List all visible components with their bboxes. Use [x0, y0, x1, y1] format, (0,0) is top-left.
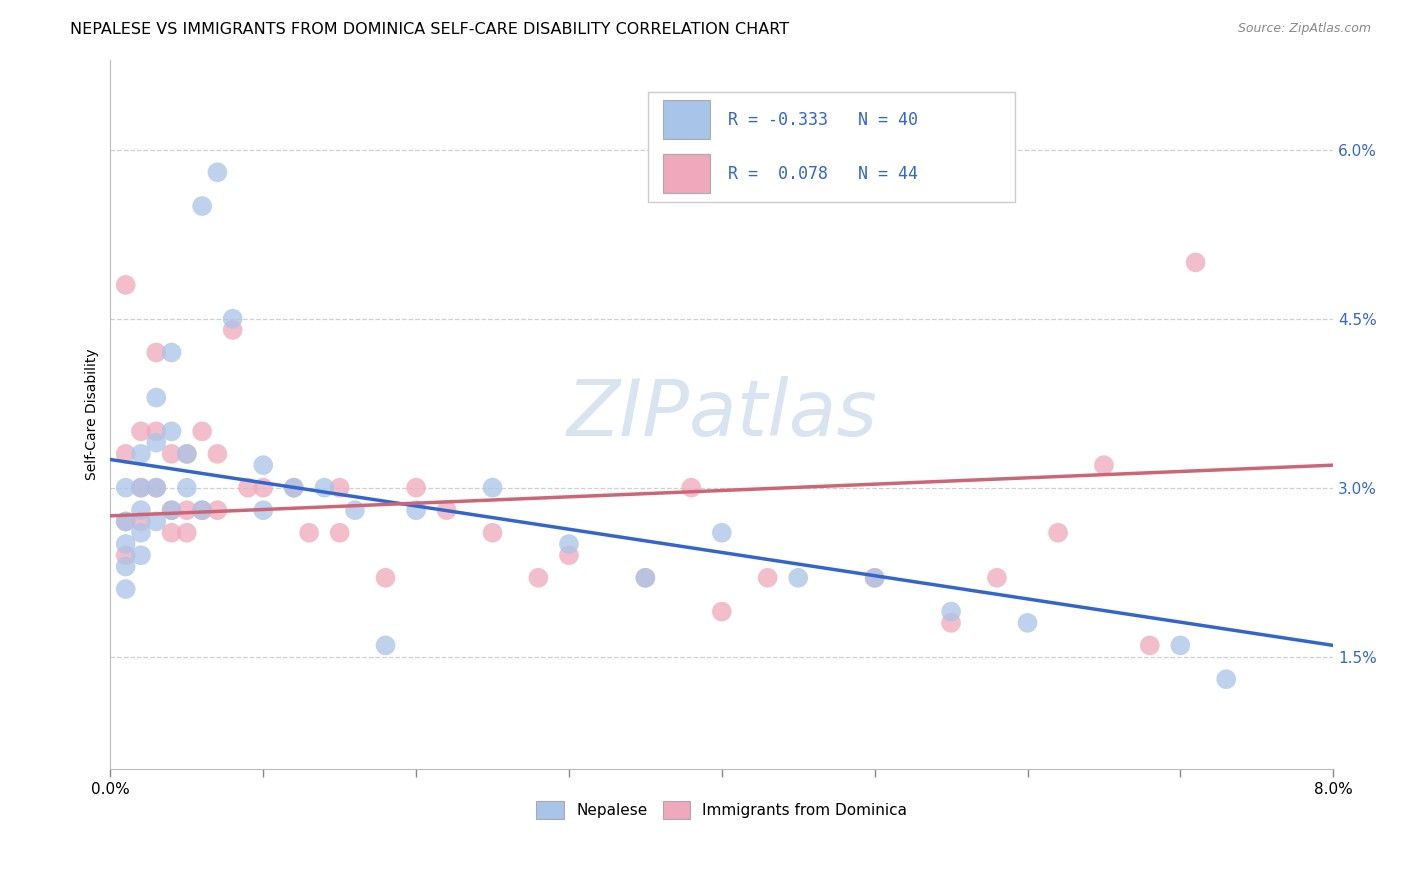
Point: [114, 515, 136, 529]
Point: [176, 447, 198, 461]
Point: [176, 481, 198, 495]
Point: [191, 425, 214, 439]
Point: [114, 447, 136, 461]
Bar: [664, 154, 710, 193]
Point: [298, 525, 321, 540]
Point: [283, 481, 305, 495]
Point: [221, 311, 243, 326]
Point: [145, 345, 167, 359]
Point: [558, 537, 581, 551]
Point: [191, 503, 214, 517]
Point: [129, 525, 152, 540]
Point: [252, 481, 274, 495]
Point: [114, 559, 136, 574]
Point: [314, 481, 336, 495]
Point: [1047, 525, 1070, 540]
Point: [145, 391, 167, 405]
Point: [863, 571, 886, 585]
FancyBboxPatch shape: [648, 92, 1015, 202]
Point: [207, 503, 229, 517]
Point: [129, 481, 152, 495]
Text: Source: ZipAtlas.com: Source: ZipAtlas.com: [1237, 22, 1371, 36]
Point: [114, 481, 136, 495]
Point: [405, 481, 427, 495]
Point: [986, 571, 1008, 585]
Point: [114, 277, 136, 292]
Point: [252, 458, 274, 472]
Point: [145, 435, 167, 450]
Bar: [664, 100, 710, 139]
Point: [634, 571, 657, 585]
Point: [160, 345, 183, 359]
Point: [329, 525, 352, 540]
Point: [1215, 672, 1237, 686]
Point: [160, 503, 183, 517]
Point: [160, 503, 183, 517]
Point: [129, 447, 152, 461]
Point: [176, 447, 198, 461]
Point: [558, 548, 581, 562]
Point: [114, 515, 136, 529]
Text: ZIPatlas: ZIPatlas: [567, 376, 877, 452]
Point: [221, 323, 243, 337]
Point: [145, 481, 167, 495]
Point: [145, 481, 167, 495]
Point: [176, 525, 198, 540]
Point: [527, 571, 550, 585]
Text: NEPALESE VS IMMIGRANTS FROM DOMINICA SELF-CARE DISABILITY CORRELATION CHART: NEPALESE VS IMMIGRANTS FROM DOMINICA SEL…: [70, 22, 789, 37]
Point: [343, 503, 366, 517]
Point: [145, 425, 167, 439]
Point: [787, 571, 810, 585]
Legend: Nepalese, Immigrants from Dominica: Nepalese, Immigrants from Dominica: [530, 795, 914, 825]
Point: [191, 199, 214, 213]
Point: [236, 481, 259, 495]
Point: [756, 571, 779, 585]
Point: [1184, 255, 1206, 269]
Point: [114, 537, 136, 551]
Point: [283, 481, 305, 495]
Point: [1092, 458, 1115, 472]
Point: [374, 639, 396, 653]
Point: [436, 503, 458, 517]
Point: [681, 481, 703, 495]
Point: [252, 503, 274, 517]
Point: [207, 165, 229, 179]
Y-axis label: Self-Care Disability: Self-Care Disability: [86, 349, 100, 480]
Point: [129, 515, 152, 529]
Point: [160, 425, 183, 439]
Point: [1170, 639, 1192, 653]
Point: [1139, 639, 1161, 653]
Point: [191, 503, 214, 517]
Point: [710, 605, 733, 619]
Text: R =  0.078   N = 44: R = 0.078 N = 44: [728, 164, 918, 183]
Point: [374, 571, 396, 585]
Point: [1017, 615, 1039, 630]
Point: [405, 503, 427, 517]
Point: [710, 525, 733, 540]
Point: [129, 503, 152, 517]
Point: [634, 571, 657, 585]
Point: [160, 447, 183, 461]
Point: [129, 548, 152, 562]
Text: R = -0.333   N = 40: R = -0.333 N = 40: [728, 111, 918, 128]
Point: [129, 425, 152, 439]
Point: [145, 515, 167, 529]
Point: [114, 548, 136, 562]
Point: [481, 525, 503, 540]
Point: [863, 571, 886, 585]
Point: [329, 481, 352, 495]
Point: [176, 503, 198, 517]
Point: [939, 605, 962, 619]
Point: [481, 481, 503, 495]
Point: [939, 615, 962, 630]
Point: [160, 525, 183, 540]
Point: [207, 447, 229, 461]
Point: [114, 582, 136, 596]
Point: [129, 481, 152, 495]
